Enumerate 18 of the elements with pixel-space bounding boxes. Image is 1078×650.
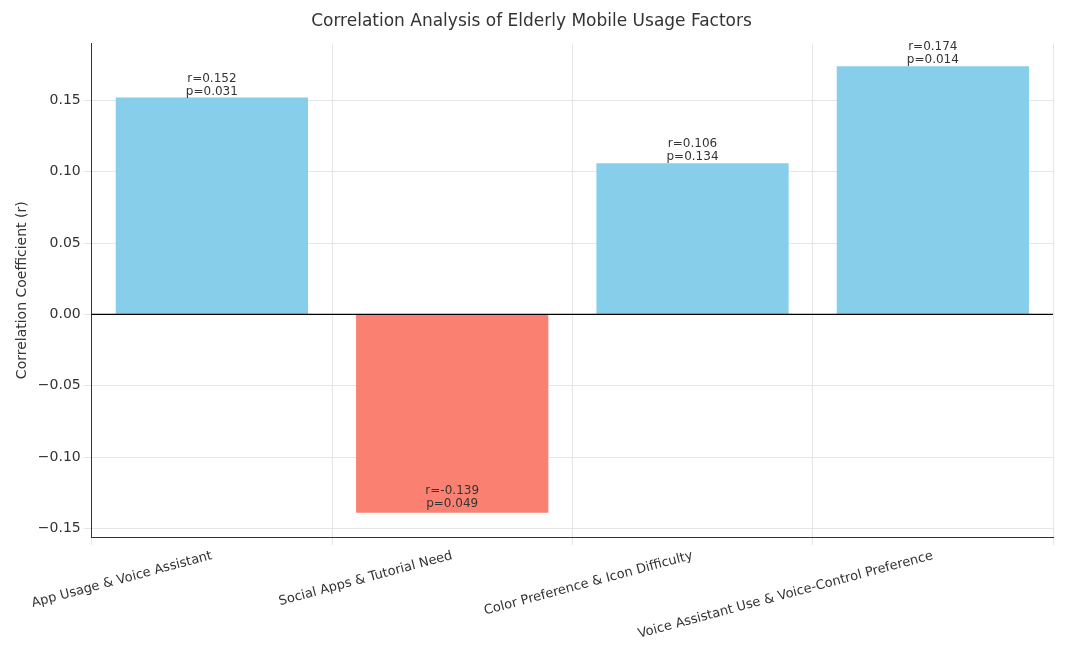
chart-title: Correlation Analysis of Elderly Mobile Usage Factors [311, 9, 752, 30]
y-axis-title: Correlation Coefficient (r) [13, 201, 30, 380]
y-tick-label: 0.15 [49, 91, 81, 108]
y-tick-label: 0.10 [49, 162, 81, 179]
data-label: r=-0.139 p=0.049 [425, 482, 480, 510]
y-tick-label: −0.10 [37, 447, 81, 464]
y-tick-label: −0.05 [37, 376, 81, 393]
bar [115, 97, 308, 314]
data-label: r=0.152 p=0.031 [185, 70, 238, 98]
bar [836, 66, 1029, 314]
y-tick-label: 0.05 [49, 233, 81, 250]
data-label: r=0.106 p=0.134 [666, 136, 719, 164]
y-tick-label: −0.15 [37, 519, 81, 536]
bar [596, 163, 789, 314]
data-label: r=0.174 p=0.014 [906, 39, 959, 67]
y-tick-label: 0.00 [49, 305, 81, 322]
bar [356, 314, 549, 513]
x-tick-label: Social Apps & Tutorial Need [276, 547, 454, 609]
